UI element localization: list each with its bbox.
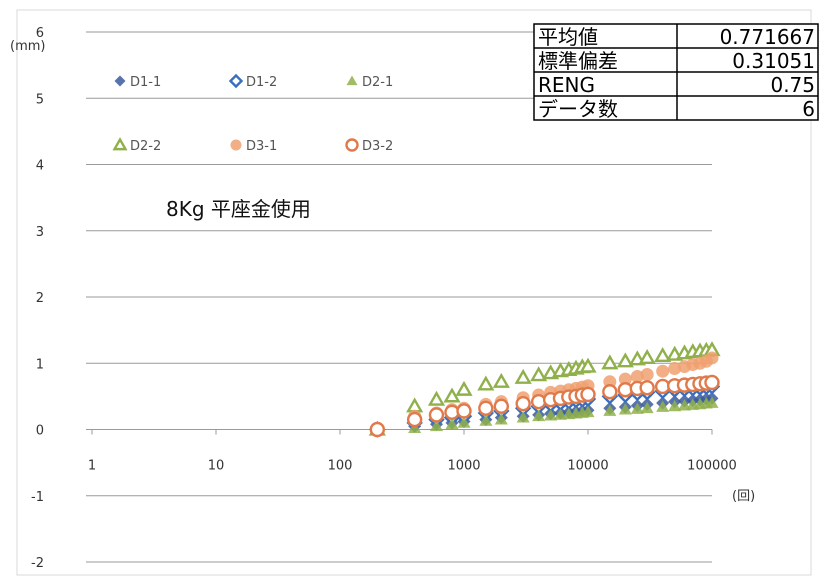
x-tick-label: 100000 <box>687 459 737 474</box>
legend-label: D3-2 <box>362 139 393 154</box>
data-point-d2-1 <box>532 409 546 422</box>
data-point-d2-1 <box>618 403 632 415</box>
data-point-d2-1 <box>640 401 654 414</box>
data-point-d3-1 <box>668 362 682 376</box>
legend-label: D2-1 <box>362 75 393 90</box>
y-axis-label: (mm) <box>10 39 45 54</box>
data-point-d3-2 <box>602 384 618 400</box>
data-point-d2-2 <box>579 357 597 373</box>
legend-marker-d2-1 <box>346 75 358 86</box>
data-point-d3-1 <box>656 364 670 378</box>
data-point-d3-2 <box>406 411 423 428</box>
data-point-d2-1 <box>457 416 471 428</box>
data-point-d2-1 <box>581 405 595 418</box>
x-axis-label: (回) <box>732 489 755 504</box>
data-point-d2-2 <box>530 366 548 382</box>
legend-label: D1-2 <box>246 75 277 90</box>
y-tick-label: -1 <box>31 490 44 505</box>
data-point-d2-2 <box>654 347 672 363</box>
legend-label: D2-2 <box>130 139 161 154</box>
data-point-d2-1 <box>630 402 644 414</box>
data-point-d2-2 <box>443 387 461 403</box>
stats-value: 0.771667 <box>720 25 815 49</box>
data-point-d2-1 <box>668 399 682 412</box>
data-point-d3-2 <box>456 403 472 419</box>
stats-label: 標準偏差 <box>538 49 618 73</box>
data-point-d3-1 <box>640 368 654 382</box>
stats-label: 平均値 <box>538 25 598 49</box>
data-point-d2-1 <box>544 409 558 421</box>
data-point-d2-2 <box>492 372 510 388</box>
data-point-d3-2 <box>704 374 720 391</box>
data-point-d2-1 <box>656 400 670 412</box>
data-point-d2-2 <box>477 375 495 391</box>
data-point-d2-2 <box>638 349 656 365</box>
data-point-d3-2 <box>493 398 510 415</box>
data-point-d2-1 <box>445 417 459 430</box>
legend-marker-d1-1 <box>114 75 126 87</box>
legend-label: D1-1 <box>130 75 161 90</box>
data-point-d2-2 <box>514 368 532 384</box>
data-point-d2-2 <box>427 390 446 406</box>
y-tick-label: 0 <box>36 424 44 439</box>
y-tick-label: 2 <box>36 291 44 306</box>
data-point-d2-2 <box>406 397 424 413</box>
data-point-d2-1 <box>429 419 443 432</box>
chart-annotation: 8Kg 平座金使用 <box>166 197 311 221</box>
data-point-d3-1 <box>630 370 644 383</box>
data-point-d2-1 <box>705 396 719 408</box>
stats-value: 6 <box>802 97 815 121</box>
data-point-d2-1 <box>494 413 508 425</box>
data-point-d2-2 <box>616 352 634 368</box>
x-tick-label: 10000 <box>567 459 608 474</box>
data-point-d3-1 <box>705 351 719 365</box>
data-point-d3-2 <box>369 421 386 438</box>
data-point-d3-2 <box>580 386 596 403</box>
data-point-d3-2 <box>478 400 494 416</box>
data-point-d2-1 <box>603 404 617 416</box>
stats-label: RENG <box>538 73 595 97</box>
legend-marker-d3-1 <box>230 139 242 151</box>
x-tick-label: 1000 <box>447 459 480 474</box>
data-point-d3-2 <box>639 380 655 396</box>
y-tick-label: -2 <box>31 556 44 571</box>
data-point-d2-1 <box>516 411 530 423</box>
legend-label: D3-1 <box>246 139 277 154</box>
data-point-d2-2 <box>601 354 619 370</box>
data-point-d2-1 <box>479 414 493 426</box>
data-point-d3-2 <box>515 395 531 412</box>
y-tick-label: 3 <box>36 225 44 240</box>
legend-marker-d3-2 <box>345 138 359 152</box>
chart-frame <box>16 9 812 576</box>
x-tick-label: 1 <box>88 459 96 474</box>
data-point-d3-1 <box>618 372 632 386</box>
legend-marker-d1-2 <box>228 73 244 89</box>
stats-label: データ数 <box>538 97 618 121</box>
x-tick-label: 100 <box>328 459 353 474</box>
legend-marker-d2-2 <box>112 137 128 151</box>
stats-value: 0.75 <box>770 73 815 97</box>
stats-value: 0.31051 <box>732 49 815 73</box>
y-tick-label: 5 <box>36 92 44 107</box>
data-point-d2-1 <box>408 421 422 434</box>
data-point-d3-2 <box>428 407 445 423</box>
data-point-d3-2 <box>530 393 547 410</box>
y-tick-label: 4 <box>36 159 44 174</box>
x-tick-label: 10 <box>208 459 225 474</box>
data-point-d2-2 <box>455 380 473 396</box>
y-tick-label: 1 <box>36 357 44 372</box>
y-tick-label: 6 <box>36 26 44 41</box>
